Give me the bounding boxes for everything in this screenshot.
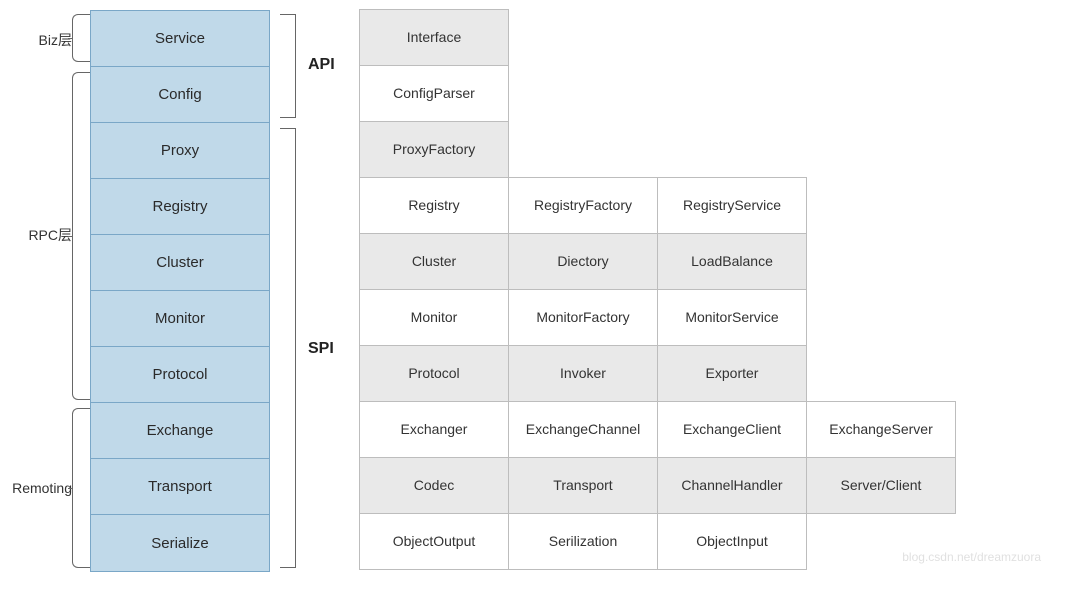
group-label-remoting: Remoting <box>10 480 72 496</box>
table-row: Monitor MonitorFactory MonitorService <box>360 290 956 346</box>
cell-cluster: Cluster <box>359 233 509 290</box>
cell-registry: Registry <box>359 177 509 234</box>
stack-exchange: Exchange <box>91 403 269 459</box>
stack-protocol: Protocol <box>91 347 269 403</box>
cell-channelhandler: ChannelHandler <box>657 457 807 514</box>
cell-exchangeclient: ExchangeClient <box>657 401 807 458</box>
brace-remoting <box>72 408 90 568</box>
brace-biz <box>72 14 90 62</box>
table-row: Interface <box>360 10 956 66</box>
cell-objectoutput: ObjectOutput <box>359 513 509 570</box>
cell-monitorservice: MonitorService <box>657 289 807 346</box>
stack-service: Service <box>91 11 269 67</box>
table-row: Cluster Diectory LoadBalance <box>360 234 956 290</box>
cell-invoker: Invoker <box>508 345 658 402</box>
cell-monitor: Monitor <box>359 289 509 346</box>
bracket-spi <box>280 128 296 568</box>
cell-monitorfactory: MonitorFactory <box>508 289 658 346</box>
cell-exchangeserver: ExchangeServer <box>806 401 956 458</box>
cell-exporter: Exporter <box>657 345 807 402</box>
table-row: Protocol Invoker Exporter <box>360 346 956 402</box>
table-row: Exchanger ExchangeChannel ExchangeClient… <box>360 402 956 458</box>
stack-transport: Transport <box>91 459 269 515</box>
cell-codec: Codec <box>359 457 509 514</box>
label-spi: SPI <box>308 340 334 358</box>
stack-proxy: Proxy <box>91 123 269 179</box>
table-row: ObjectOutput Serilization ObjectInput <box>360 514 956 570</box>
stack-config: Config <box>91 67 269 123</box>
cell-registryservice: RegistryService <box>657 177 807 234</box>
stack-serialize: Serialize <box>91 515 269 571</box>
component-table: Interface ConfigParser ProxyFactory Regi… <box>360 10 956 570</box>
table-row: Registry RegistryFactory RegistryService <box>360 178 956 234</box>
layer-stack: Service Config Proxy Registry Cluster Mo… <box>90 10 270 572</box>
group-label-biz: Biz层 <box>10 30 72 50</box>
label-api: API <box>308 56 335 74</box>
stack-monitor: Monitor <box>91 291 269 347</box>
cell-objectinput: ObjectInput <box>657 513 807 570</box>
cell-serverclient: Server/Client <box>806 457 956 514</box>
cell-exchanger: Exchanger <box>359 401 509 458</box>
cell-loadbalance: LoadBalance <box>657 233 807 290</box>
cell-serialization: Serilization <box>508 513 658 570</box>
group-label-rpc: RPC层 <box>10 225 72 245</box>
cell-configparser: ConfigParser <box>359 65 509 122</box>
cell-interface: Interface <box>359 9 509 66</box>
cell-directory: Diectory <box>508 233 658 290</box>
brace-rpc <box>72 72 90 400</box>
bracket-api <box>280 14 296 118</box>
cell-transport: Transport <box>508 457 658 514</box>
table-row: Codec Transport ChannelHandler Server/Cl… <box>360 458 956 514</box>
table-row: ConfigParser <box>360 66 956 122</box>
cell-protocol: Protocol <box>359 345 509 402</box>
stack-cluster: Cluster <box>91 235 269 291</box>
watermark: blog.csdn.net/dreamzuora <box>902 550 1041 564</box>
cell-registryfactory: RegistryFactory <box>508 177 658 234</box>
table-row: ProxyFactory <box>360 122 956 178</box>
cell-exchangechannel: ExchangeChannel <box>508 401 658 458</box>
cell-proxyfactory: ProxyFactory <box>359 121 509 178</box>
stack-registry: Registry <box>91 179 269 235</box>
